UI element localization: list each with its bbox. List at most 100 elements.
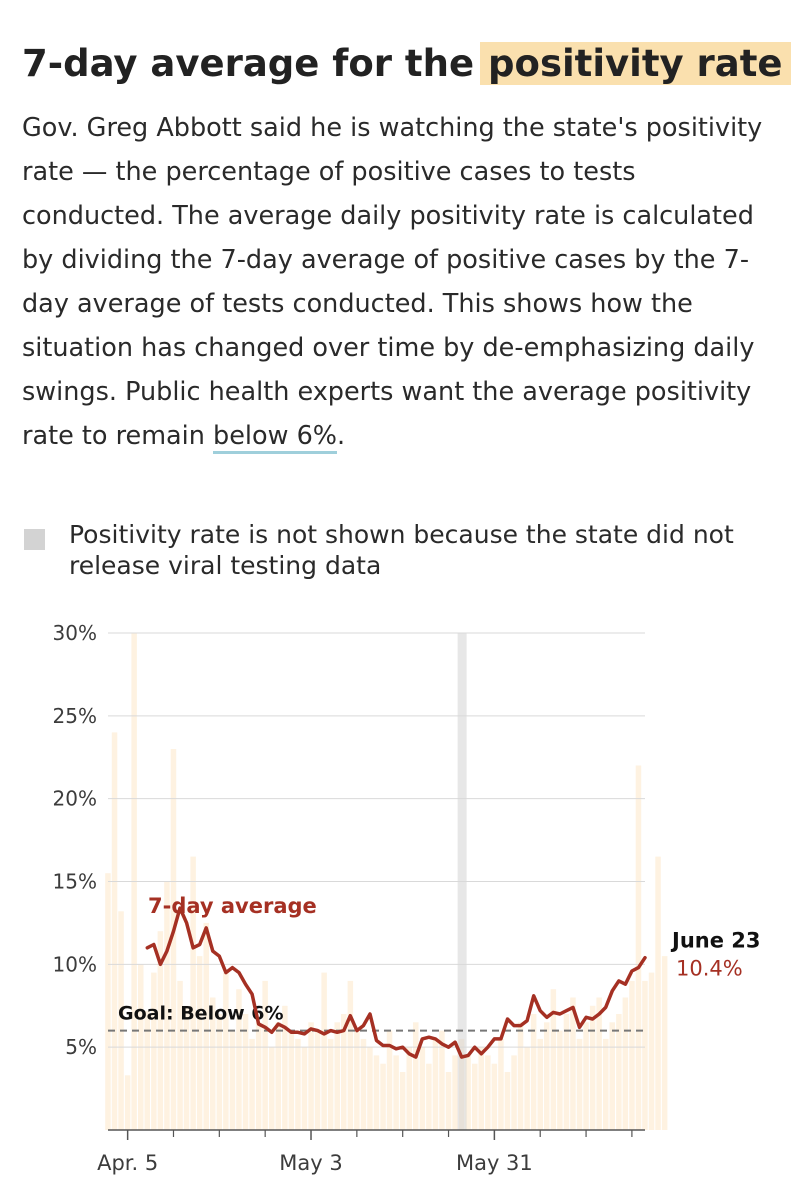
daily-bar: [576, 1038, 583, 1130]
daily-bar: [229, 1030, 236, 1130]
daily-bar: [478, 1047, 484, 1130]
daily-bar: [262, 980, 268, 1130]
daily-bar: [537, 1038, 543, 1130]
x-tick-label: Apr. 5: [97, 1151, 158, 1175]
daily-bar: [432, 1038, 439, 1130]
daily-bar: [308, 1022, 314, 1130]
daily-bar: [255, 1022, 262, 1130]
description-end: .: [337, 421, 346, 451]
daily-bar: [301, 1047, 308, 1130]
daily-bar: [622, 997, 629, 1130]
daily-bar: [596, 997, 602, 1130]
x-tick-label: May 31: [456, 1151, 533, 1175]
daily-bar: [111, 732, 118, 1130]
daily-bar: [399, 1072, 406, 1130]
y-tick-label: 15%: [53, 870, 97, 894]
x-tick-label: May 3: [279, 1151, 342, 1175]
y-tick-label: 25%: [53, 704, 97, 728]
description-text: Gov. Greg Abbott said he is watching the…: [22, 113, 763, 451]
daily-bar: [511, 1055, 517, 1130]
daily-bar: [563, 1014, 570, 1130]
daily-bar: [570, 997, 576, 1130]
chart-description: Gov. Greg Abbott said he is watching the…: [22, 106, 782, 458]
daily-bar: [275, 1022, 281, 1130]
daily-bar: [144, 1010, 150, 1130]
daily-bar: [216, 1014, 223, 1130]
daily-bar: [367, 1047, 373, 1130]
daily-bar: [661, 956, 668, 1130]
below-six-percent-link[interactable]: below 6%: [213, 421, 338, 454]
y-tick-label: 5%: [65, 1035, 97, 1059]
daily-bar: [485, 1055, 491, 1130]
y-tick-label: 10%: [53, 952, 97, 976]
daily-bar: [635, 765, 642, 1130]
daily-bar: [498, 1038, 504, 1130]
daily-bar: [609, 1022, 615, 1130]
daily-bar: [530, 1014, 537, 1130]
title-highlight: positivity rate: [480, 42, 791, 85]
daily-bar: [524, 1047, 530, 1130]
positivity-chart: 30% 25% 20% 15% 10% 5% Goal: Below 6% Apr. 5 M…: [53, 621, 761, 1175]
daily-bar: [177, 980, 183, 1130]
daily-bar: [465, 1055, 471, 1130]
daily-bar: [380, 1063, 386, 1130]
daily-bar: [236, 989, 242, 1130]
daily-bar: [648, 972, 655, 1130]
y-tick-label: 30%: [53, 621, 97, 645]
title-text: 7-day average for the: [22, 42, 475, 85]
daily-bar: [413, 1022, 419, 1130]
seven-day-average-label: 7-day average: [148, 894, 317, 918]
daily-bar: [642, 980, 648, 1130]
daily-bar: [589, 1005, 596, 1131]
daily-bar: [190, 856, 196, 1130]
daily-bar: [124, 1075, 131, 1130]
daily-bar: [334, 1022, 340, 1130]
daily-bar: [386, 1030, 393, 1130]
daily-bar: [517, 1022, 524, 1130]
daily-bar: [393, 1055, 399, 1130]
y-tick-label: 20%: [53, 787, 97, 811]
daily-bar: [544, 1022, 550, 1130]
chart-title: 7-day average for the positivity rate: [22, 38, 791, 90]
daily-bar: [288, 1030, 295, 1130]
daily-bar: [210, 997, 216, 1130]
daily-bar: [439, 1030, 445, 1130]
daily-bar: [406, 1047, 412, 1130]
daily-bar: [491, 1063, 498, 1130]
daily-bar: [557, 1030, 563, 1130]
daily-bar: [583, 1022, 589, 1130]
grid: 30% 25% 20% 15% 10% 5%: [53, 621, 645, 1059]
daily-bar: [183, 1005, 190, 1131]
daily-bar: [321, 972, 327, 1130]
end-value-label: 10.4%: [676, 957, 743, 981]
daily-bar: [445, 1072, 452, 1130]
daily-bar: [419, 1047, 426, 1130]
x-axis-ticks: Apr. 5 May 3 May 31: [97, 1130, 633, 1175]
legend-swatch: [24, 529, 45, 550]
daily-bar: [655, 856, 661, 1130]
daily-bar: [269, 1047, 275, 1130]
daily-bar: [347, 980, 354, 1130]
goal-label: Goal: Below 6%: [118, 1003, 284, 1025]
daily-bar: [295, 1038, 301, 1130]
seven-day-average-line: [145, 906, 647, 1059]
daily-bar: [373, 1055, 380, 1130]
daily-bar: [118, 911, 124, 1130]
daily-bar: [203, 922, 209, 1130]
daily-bar: [242, 1014, 249, 1130]
daily-bar: [223, 972, 229, 1130]
daily-bar: [105, 873, 111, 1130]
daily-bar: [196, 956, 203, 1130]
daily-bar: [360, 1038, 367, 1130]
daily-bar: [151, 972, 157, 1130]
daily-bar: [354, 1030, 360, 1130]
daily-bar: [341, 1014, 347, 1130]
daily-bar: [170, 749, 177, 1130]
daily-bar: [249, 1038, 255, 1130]
daily-bar: [603, 1038, 609, 1130]
daily-bar: [452, 1055, 458, 1130]
daily-bars: [105, 633, 668, 1131]
daily-bar: [550, 989, 557, 1130]
daily-bar: [314, 1030, 321, 1130]
daily-bar: [616, 1014, 622, 1130]
